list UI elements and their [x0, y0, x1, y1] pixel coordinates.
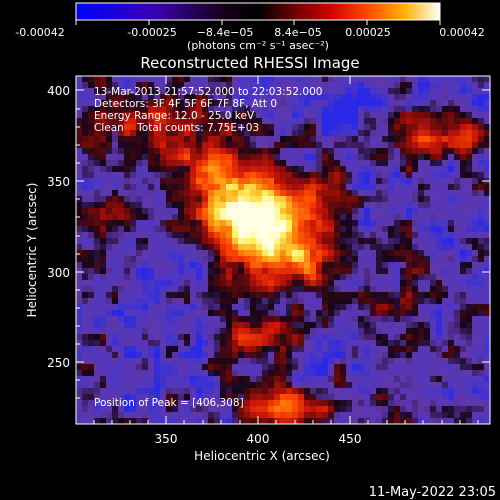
- image-pixels: [76, 76, 490, 424]
- rhessi-image: [76, 76, 490, 424]
- image-title: Reconstructed RHESSI Image: [140, 54, 359, 72]
- y-axis-ticks: [76, 89, 490, 399]
- observation-info: 13-Mar-2013 21:57:52.000 to 22:03:52.000…: [94, 86, 322, 409]
- x-axis-label: Heliocentric X (arcsec): [194, 449, 330, 463]
- colorbar-tick-label: -0.00042: [15, 26, 64, 39]
- plot-axes: 350 400 450 250 300 350 400 Heliocentric…: [25, 75, 491, 463]
- colorbar-tick-label: 8.4e−05: [274, 26, 321, 39]
- y-axis-label: Heliocentric Y (arcsec): [25, 183, 39, 318]
- colorbar-tick-label: 0.00025: [345, 26, 391, 39]
- x-axis-ticks: [93, 76, 479, 424]
- colorbar-tick-label: 0.00042: [439, 26, 485, 39]
- info-line-time-range: 13-Mar-2013 21:57:52.000 to 22:03:52.000: [94, 86, 322, 98]
- colorbar-tick-label: −8.4e−05: [197, 26, 254, 39]
- x-tick-label: 400: [247, 432, 270, 446]
- info-line-counts: Clean Total counts: 7.75E+03: [94, 122, 259, 134]
- y-tick-label: 250: [47, 356, 70, 370]
- y-tick-label: 400: [47, 84, 70, 98]
- x-tick-label: 350: [155, 432, 178, 446]
- colorbar-units: (photons cm⁻² s⁻¹ asec⁻²): [187, 39, 329, 52]
- peak-position-label: Position of Peak = [406,308]: [94, 397, 244, 409]
- x-tick-label: 450: [339, 432, 362, 446]
- y-tick-label: 300: [47, 266, 70, 280]
- y-tick-label: 350: [47, 175, 70, 189]
- colorbar: -0.00042 -0.00025 −8.4e−05 8.4e−05 0.000…: [15, 2, 485, 52]
- colorbar-tick-label: -0.00025: [127, 26, 176, 39]
- plot-timestamp: 11-May-2022 23:05: [369, 485, 496, 500]
- colorbar-gradient: [75, 2, 441, 21]
- colorbar-tick-marks: [75, 20, 441, 25]
- info-line-detectors: Detectors: 3F 4F 5F 6F 7F 8F, Att 0: [94, 98, 277, 110]
- info-line-energy-range: Energy Range: 12.0 - 25.0 keV: [94, 110, 255, 122]
